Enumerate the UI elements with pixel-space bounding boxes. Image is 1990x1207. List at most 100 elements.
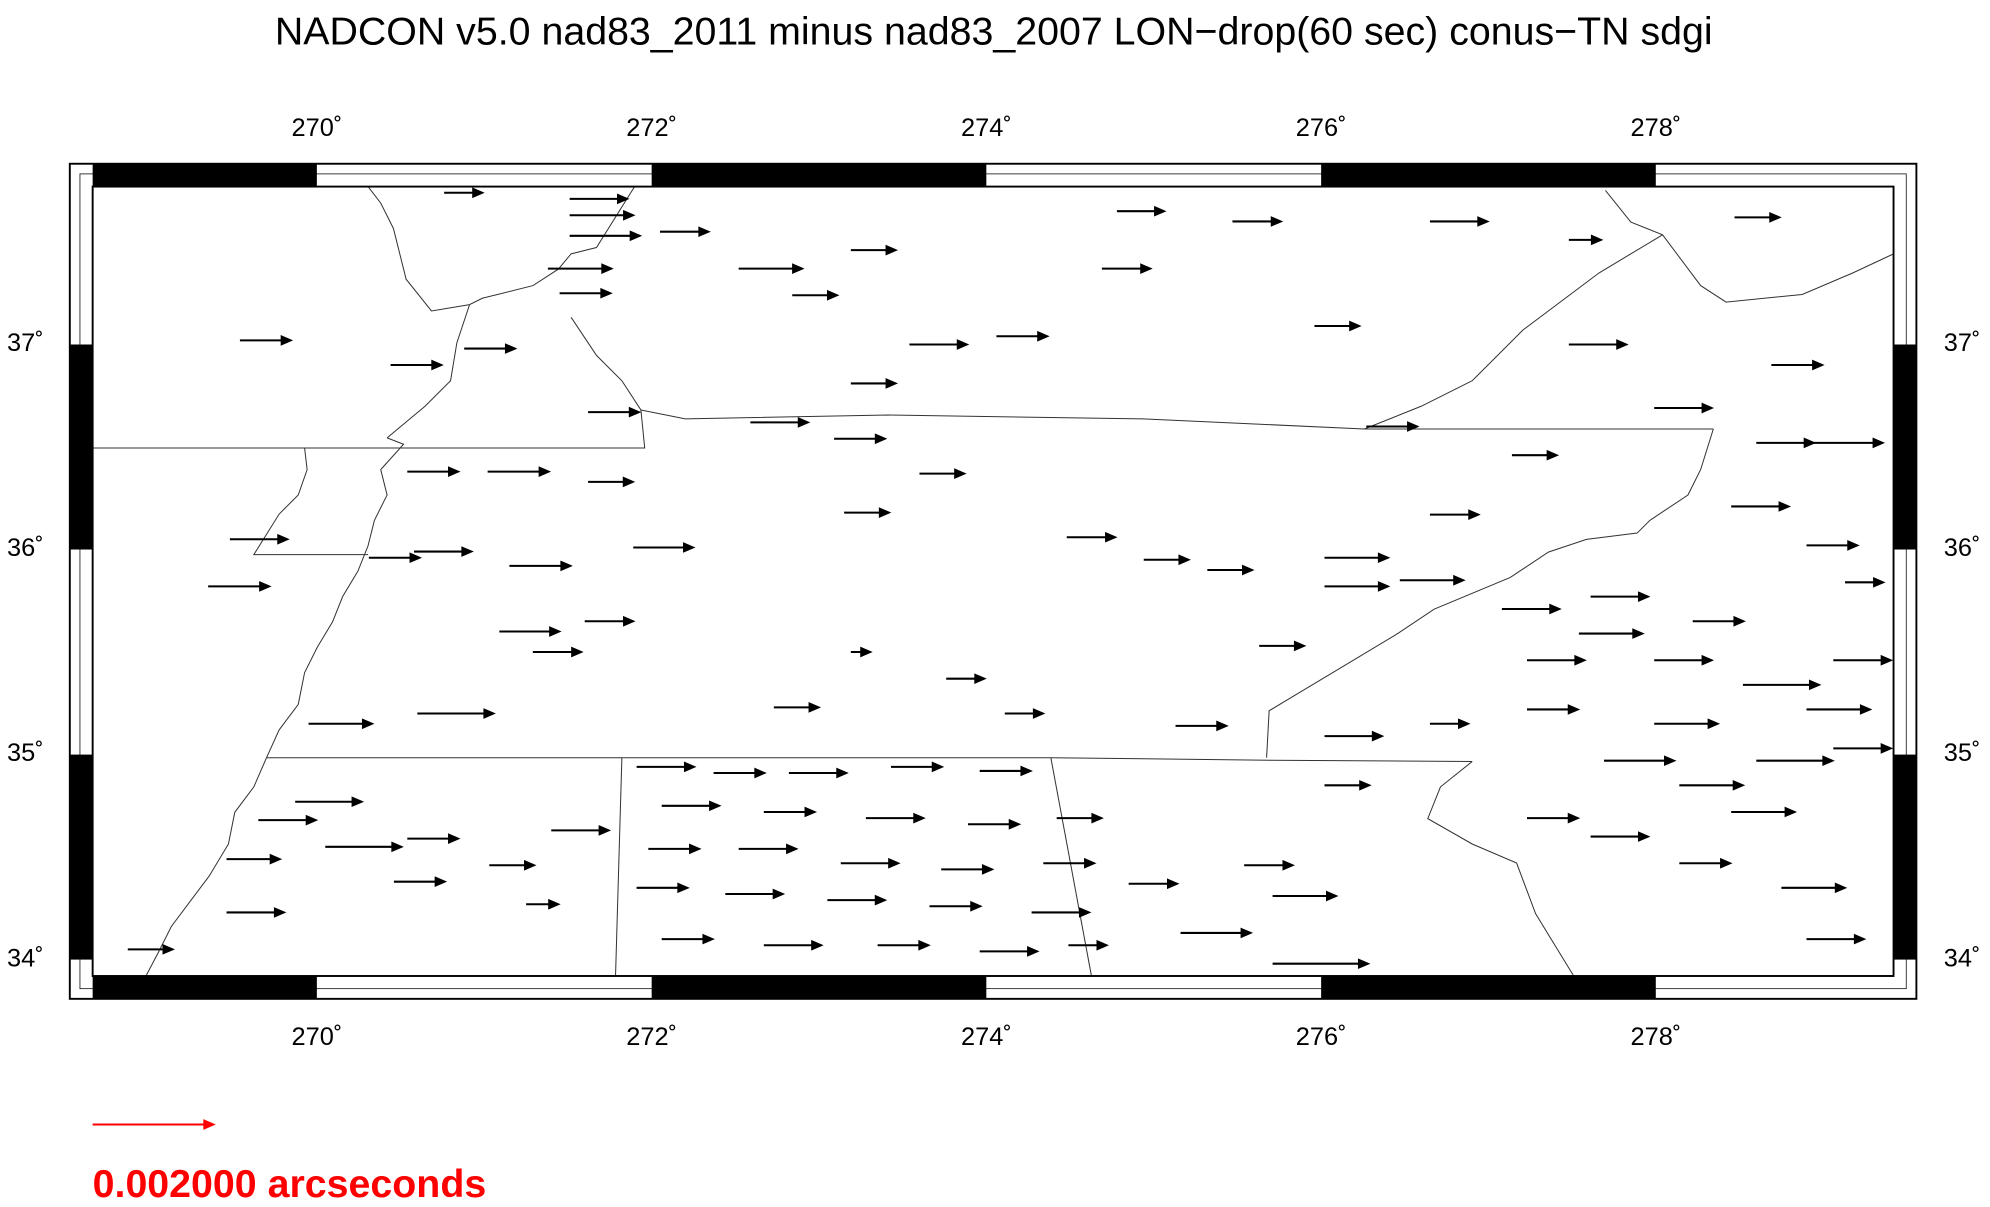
- vector-arrow: [258, 814, 319, 826]
- vector-arrow: [1731, 501, 1792, 512]
- vector-arrow: [1756, 437, 1817, 449]
- y-tick-label: 37˚: [7, 329, 44, 357]
- frame-strip: [1893, 344, 1917, 550]
- vector-arrow: [1501, 603, 1562, 615]
- vector-arrow: [1734, 211, 1782, 223]
- vector-arrow: [1324, 730, 1385, 742]
- vector-arrow: [588, 406, 642, 418]
- vector-arrow: [368, 552, 423, 564]
- vector-arrow: [636, 882, 690, 894]
- vector-arrow: [1056, 812, 1104, 824]
- vector-arrow: [1679, 857, 1733, 869]
- frame-strip: [69, 754, 93, 960]
- vector-arrow: [407, 466, 461, 477]
- vector-arrow: [850, 244, 899, 256]
- vector-arrow: [325, 841, 404, 853]
- vector-arrow: [208, 581, 272, 592]
- vector-arrow: [1527, 704, 1581, 715]
- vector-arrow: [1527, 654, 1587, 666]
- frame-strip: [986, 163, 1322, 187]
- vector-arrow: [1578, 628, 1645, 639]
- vector-arrow: [1232, 216, 1284, 227]
- vector-arrow: [559, 287, 613, 299]
- vector-arrow: [1511, 449, 1560, 461]
- state-border: [1605, 190, 1894, 303]
- vectors: [127, 187, 1894, 970]
- frame-strip: [986, 975, 1322, 999]
- x-tick-label: 274˚: [961, 114, 1012, 142]
- vector-arrow: [946, 673, 987, 685]
- vector-arrow: [1527, 812, 1581, 824]
- vector-arrow: [763, 939, 824, 951]
- x-tick-label: 272˚: [626, 1023, 677, 1051]
- state-border: [266, 757, 1473, 763]
- vector-arrow: [1590, 591, 1651, 603]
- vector-arrow: [1833, 743, 1894, 754]
- vector-arrow: [660, 226, 711, 238]
- frame-strip: [69, 959, 93, 976]
- y-tick-label: 36˚: [1944, 534, 1981, 562]
- vector-arrow: [1771, 359, 1825, 371]
- vector-arrow: [295, 796, 365, 808]
- vector-arrow: [1366, 421, 1420, 432]
- vector-arrow: [547, 263, 614, 274]
- vector-arrow: [738, 843, 799, 855]
- vector-arrow: [1806, 540, 1860, 551]
- vector-arrow: [1806, 704, 1873, 715]
- vector-arrow: [1207, 564, 1255, 576]
- vector-arrow: [1429, 509, 1481, 520]
- vector-arrow: [1180, 927, 1254, 939]
- vector-arrow: [1101, 263, 1153, 274]
- vector-arrow: [1324, 779, 1372, 791]
- frame-strip: [1655, 163, 1894, 187]
- state-border: [1364, 234, 1663, 430]
- vector-arrow: [1043, 857, 1097, 869]
- vector-arrow: [308, 718, 375, 730]
- vector-arrow: [941, 864, 995, 875]
- vector-arrow: [1244, 859, 1295, 871]
- vector-arrow: [1004, 708, 1046, 719]
- vector-arrow: [1692, 615, 1746, 627]
- x-tick-label: 270˚: [292, 1023, 343, 1051]
- vector-arrow: [725, 888, 786, 900]
- frame-outer: [68, 162, 1918, 1000]
- vector-arrow: [569, 193, 630, 205]
- vector-arrow: [569, 230, 643, 242]
- y-tick-label: 37˚: [1944, 329, 1981, 357]
- vector-arrow: [239, 335, 294, 346]
- legend-arrow: [92, 1119, 216, 1130]
- legend-label: 0.002000 arcseconds: [93, 1162, 487, 1206]
- boundaries: [92, 186, 1894, 977]
- vector-arrow: [1654, 718, 1721, 730]
- frame-strip: [316, 163, 652, 187]
- frame-strip: [92, 975, 317, 999]
- vector-arrow: [827, 894, 888, 906]
- frame: [68, 162, 1918, 1000]
- x-tick-label: 276˚: [1296, 114, 1347, 142]
- vector-arrow: [226, 853, 283, 865]
- vector-arrow: [1175, 720, 1229, 732]
- y-tick-label: 36˚: [7, 534, 44, 562]
- vector-arrow: [584, 615, 636, 627]
- vector-arrow: [1756, 755, 1835, 767]
- vector-arrow: [1603, 755, 1677, 767]
- vector-arrow: [1781, 882, 1848, 894]
- legend: 0.002000 arcseconds: [92, 1119, 487, 1206]
- frame-strip: [1893, 549, 1917, 755]
- state-border: [1266, 428, 1714, 758]
- vector-arrow: [1806, 437, 1886, 449]
- vector-arrow: [1654, 402, 1715, 414]
- vector-arrow: [393, 876, 448, 888]
- vector-arrow: [1068, 939, 1109, 951]
- vector-arrow: [891, 761, 945, 773]
- vector-arrow: [661, 800, 722, 812]
- x-tick-label: 274˚: [961, 1023, 1012, 1051]
- frame-strip: [1655, 975, 1894, 999]
- vector-arrow: [407, 833, 461, 844]
- vector-arrow: [1116, 205, 1167, 217]
- vector-arrow: [229, 533, 290, 545]
- vector-arrow: [1679, 779, 1746, 791]
- vector-arrow: [444, 187, 485, 199]
- vector-arrow: [773, 702, 822, 713]
- y-tick-label: 34˚: [7, 944, 44, 972]
